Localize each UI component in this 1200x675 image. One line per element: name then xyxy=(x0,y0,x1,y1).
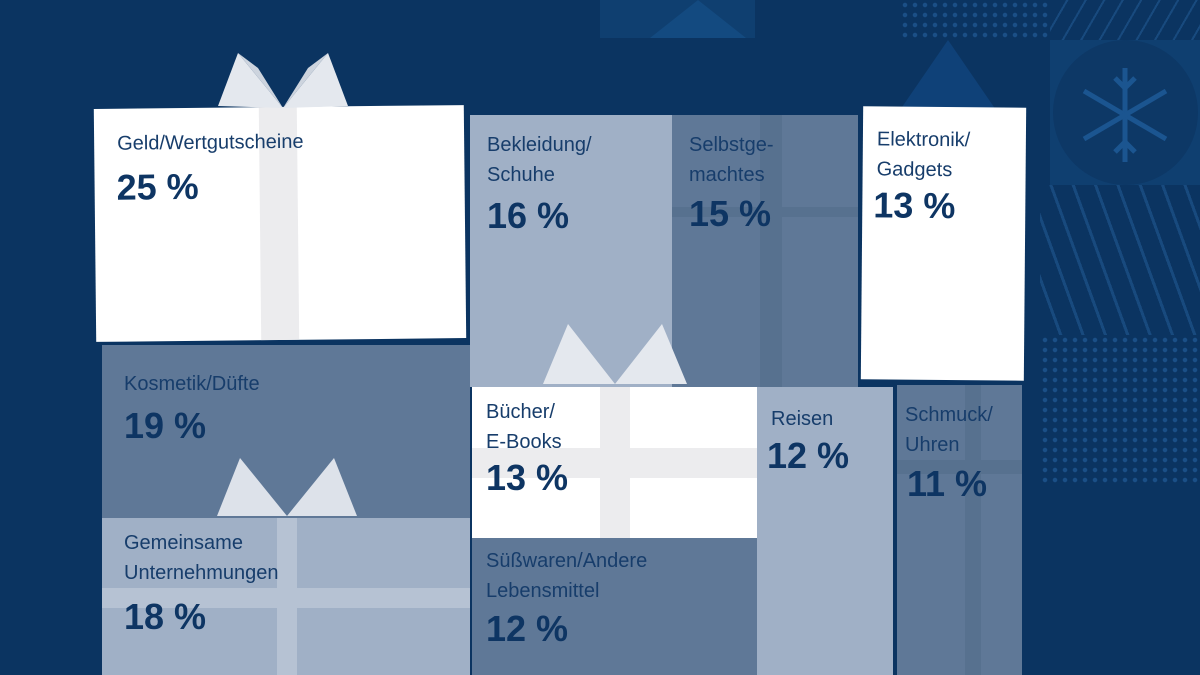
ribbon xyxy=(102,588,470,608)
category-value: 16 % xyxy=(487,195,570,236)
background-pattern xyxy=(900,40,996,110)
ribbon xyxy=(965,385,981,675)
background-pattern xyxy=(650,0,746,38)
gift-box-geld: Geld/Wertgutscheine 25 % xyxy=(93,105,467,342)
gift-box-reisen: Reisen 12 % xyxy=(757,387,893,675)
category-label: Geld/Wertgutscheine xyxy=(117,130,304,155)
gift-box-buecher: Bücher/ E-Books 13 % xyxy=(472,387,757,538)
category-label: Reisen xyxy=(771,408,834,430)
gift-box-elektronik: Elektronik/ Gadgets 13 % xyxy=(860,106,1027,381)
gift-box-kosmetik: Kosmetik/Düfte 19 % xyxy=(102,345,470,518)
category-value: 13 % xyxy=(873,184,956,227)
category-value: 25 % xyxy=(116,165,199,208)
background-pattern xyxy=(1050,0,1200,40)
category-label: Süßwaren/Andere Lebensmittel xyxy=(486,550,648,602)
background-pattern xyxy=(1040,185,1200,335)
category-label: Kosmetik/Düfte xyxy=(124,373,260,395)
category-value: 15 % xyxy=(689,193,772,234)
ribbon xyxy=(472,448,757,478)
background-pattern xyxy=(900,0,1050,38)
category-label: Schmuck/ Uhren xyxy=(905,404,993,456)
bow-icon xyxy=(208,48,358,115)
category-label: Elektronik/ Gadgets xyxy=(876,128,971,182)
ribbon xyxy=(672,207,858,217)
background-pattern xyxy=(1040,335,1200,485)
category-value: 11 % xyxy=(907,463,988,504)
category-value: 13 % xyxy=(486,457,569,498)
gift-box-schmuck: Schmuck/ Uhren 11 % xyxy=(897,385,1022,675)
category-value: 18 % xyxy=(124,596,207,637)
gift-box-gemeinsame: Gemeinsame Unternehmungen 18 % xyxy=(102,518,470,675)
category-value: 19 % xyxy=(124,405,207,446)
category-label: Selbstge- machtes xyxy=(689,134,774,186)
gift-box-suesswaren: Süßwaren/Andere Lebensmittel 12 % xyxy=(472,538,757,675)
snowflake-icon xyxy=(1070,60,1180,170)
ribbon xyxy=(897,460,1022,474)
category-label: Bekleidung/ Schuhe xyxy=(487,134,592,186)
category-value: 12 % xyxy=(767,435,850,476)
category-value: 12 % xyxy=(486,608,569,649)
category-label: Gemeinsame Unternehmungen xyxy=(124,532,279,584)
bow-icon xyxy=(212,456,362,523)
bow-icon xyxy=(540,322,690,391)
category-label: Bücher/ E-Books xyxy=(486,401,562,453)
gift-box-selbstgemachtes: Selbstge- machtes 15 % xyxy=(672,115,858,387)
ribbon xyxy=(760,115,782,387)
